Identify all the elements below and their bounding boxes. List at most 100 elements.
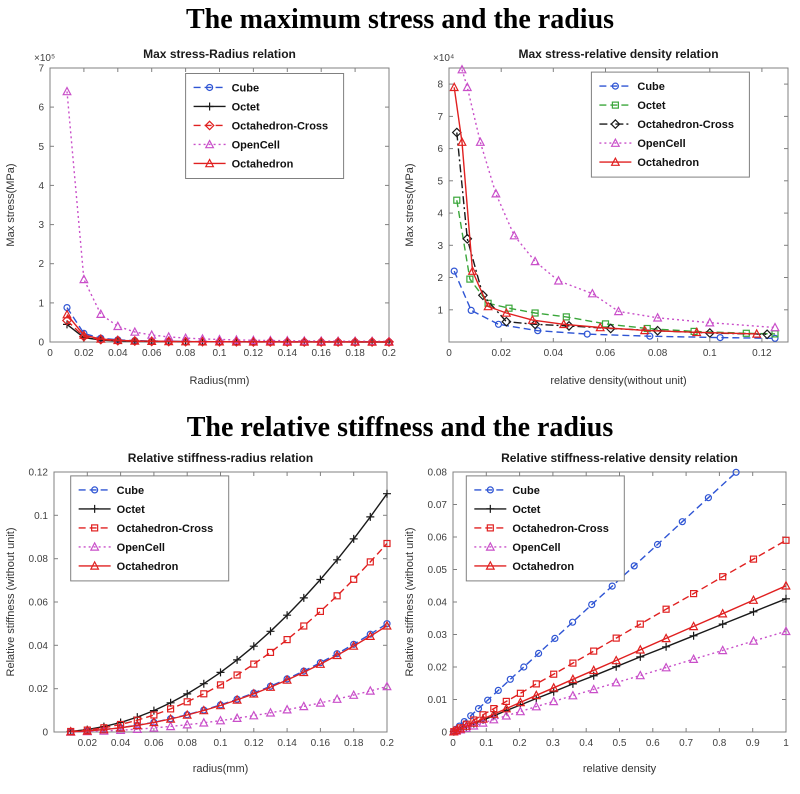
svg-text:0.02: 0.02 (491, 348, 511, 359)
svg-text:Octahedron: Octahedron (117, 561, 179, 573)
svg-text:0: 0 (42, 728, 48, 739)
svg-text:0.02: 0.02 (78, 738, 98, 749)
svg-text:1: 1 (783, 738, 789, 749)
svg-text:0.1: 0.1 (213, 348, 227, 359)
svg-text:0: 0 (38, 338, 44, 349)
svg-text:7: 7 (437, 112, 443, 123)
svg-text:OpenCell: OpenCell (232, 139, 280, 151)
svg-text:Octahedron-Cross: Octahedron-Cross (512, 523, 609, 535)
svg-text:0.03: 0.03 (428, 630, 448, 641)
svg-text:0.07: 0.07 (428, 500, 448, 511)
charts-row-stress: 0 0.02 0.04 0.06 0.08 0.1 0.12 0.14 0.16 0.18 0.2 0… (0, 38, 800, 390)
svg-text:Octet: Octet (232, 101, 260, 113)
svg-text:0.02: 0.02 (29, 684, 49, 695)
svg-text:5: 5 (38, 142, 44, 153)
svg-text:0.1: 0.1 (703, 348, 717, 359)
svg-text:OpenCell: OpenCell (117, 542, 165, 554)
svg-text:Cube: Cube (637, 81, 665, 93)
section-title-relative-stiffness: The relative stiffness and the radius (186, 412, 614, 443)
svg-text:7: 7 (38, 64, 44, 75)
svg-text:Max stress(MPa): Max stress(MPa) (5, 163, 17, 246)
svg-text:Max stress(MPa): Max stress(MPa) (404, 163, 416, 246)
svg-text:0.5: 0.5 (613, 738, 627, 749)
svg-text:Octahedron-Cross: Octahedron-Cross (637, 119, 734, 131)
svg-text:0.9: 0.9 (746, 738, 760, 749)
svg-text:0.14: 0.14 (278, 348, 298, 359)
svg-text:0: 0 (450, 738, 456, 749)
svg-text:Max stress-relative density re: Max stress-relative density relation (518, 47, 718, 61)
svg-text:0.06: 0.06 (142, 348, 162, 359)
svg-text:0.06: 0.06 (144, 738, 164, 749)
svg-text:Cube: Cube (117, 485, 144, 497)
svg-text:Relative stiffness (without un: Relative stiffness (without unit) (404, 528, 416, 677)
svg-text:0.8: 0.8 (712, 738, 726, 749)
svg-text:Octahedron: Octahedron (512, 561, 574, 573)
svg-text:0.2: 0.2 (380, 738, 394, 749)
svg-text:0.01: 0.01 (428, 695, 448, 706)
svg-text:0.08: 0.08 (177, 738, 197, 749)
svg-text:5: 5 (437, 176, 443, 187)
svg-text:Octahedron: Octahedron (232, 158, 294, 170)
svg-text:Cube: Cube (512, 485, 540, 497)
svg-text:Relative stiffness (without un: Relative stiffness (without unit) (5, 528, 17, 677)
svg-text:0.04: 0.04 (544, 348, 564, 359)
svg-text:0.04: 0.04 (428, 598, 448, 609)
svg-text:1: 1 (38, 298, 44, 309)
svg-text:0.02: 0.02 (428, 663, 448, 674)
svg-text:6: 6 (38, 103, 44, 114)
svg-text:4: 4 (38, 181, 44, 192)
svg-text:Radius(mm): Radius(mm) (190, 375, 250, 387)
svg-text:0.04: 0.04 (108, 348, 128, 359)
svg-text:0.08: 0.08 (29, 554, 49, 565)
svg-text:Relative stiffness-radius rela: Relative stiffness-radius relation (128, 451, 313, 465)
section-title-max-stress: The maximum stress and the radius (185, 4, 615, 35)
svg-text:0.08: 0.08 (428, 468, 448, 479)
svg-text:Max stress-Radius relation: Max stress-Radius relation (143, 47, 296, 61)
svg-text:0: 0 (47, 348, 53, 359)
svg-text:relative density(without unit): relative density(without unit) (550, 375, 686, 387)
svg-text:1: 1 (437, 305, 443, 316)
svg-text:Octahedron-Cross: Octahedron-Cross (232, 120, 329, 132)
svg-text:0.18: 0.18 (344, 738, 364, 749)
svg-text:3: 3 (38, 220, 44, 231)
svg-text:radius(mm): radius(mm) (193, 763, 249, 775)
svg-text:0.1: 0.1 (214, 738, 228, 749)
figure-root: The maximum stress and the radius 0 0.02 0… (0, 4, 800, 778)
svg-text:0.08: 0.08 (648, 348, 668, 359)
svg-text:Octet: Octet (117, 504, 145, 516)
svg-text:0.16: 0.16 (311, 738, 331, 749)
charts-row-stiffness: 0.02 0.04 0.06 0.08 0.1 0.12 0.14 0.16 0.18 0.2 0 0… (0, 446, 800, 778)
svg-text:Octahedron: Octahedron (637, 157, 699, 169)
chart-relative-stiffness-relative-density: 0 0.1 0.2 0.3 0.4 0.5 0.6 0.7 0.8 0.9 1 0 0.01 0.02 0.… (404, 451, 791, 775)
svg-text:0.4: 0.4 (579, 738, 593, 749)
svg-text:2: 2 (38, 259, 44, 270)
svg-text:OpenCell: OpenCell (512, 542, 560, 554)
svg-text:0.08: 0.08 (176, 348, 196, 359)
svg-text:0.06: 0.06 (428, 533, 448, 544)
svg-text:0.02: 0.02 (74, 348, 94, 359)
svg-text:0.12: 0.12 (29, 468, 49, 479)
svg-text:6: 6 (437, 144, 443, 155)
svg-text:Relative stiffness-relative de: Relative stiffness-relative density rela… (501, 451, 738, 465)
svg-text:0.12: 0.12 (752, 348, 772, 359)
svg-text:0.05: 0.05 (428, 565, 448, 576)
svg-text:0.12: 0.12 (244, 348, 264, 359)
svg-text:0.3: 0.3 (546, 738, 560, 749)
svg-text:0.2: 0.2 (513, 738, 527, 749)
svg-text:0: 0 (446, 348, 452, 359)
svg-text:0.04: 0.04 (111, 738, 131, 749)
svg-text:relative density: relative density (583, 763, 657, 775)
chart-max-stress-radius: 0 0.02 0.04 0.06 0.08 0.1 0.12 0.14 0.16 0.18 0.2 0… (5, 47, 396, 387)
svg-text:0.16: 0.16 (311, 348, 331, 359)
svg-text:4: 4 (437, 209, 443, 220)
svg-text:×10⁵: ×10⁵ (34, 53, 55, 64)
svg-text:Octet: Octet (637, 100, 665, 112)
svg-text:0.2: 0.2 (382, 348, 396, 359)
svg-text:0.7: 0.7 (679, 738, 693, 749)
svg-text:0.14: 0.14 (277, 738, 297, 749)
svg-text:0.1: 0.1 (34, 511, 48, 522)
svg-text:0.18: 0.18 (345, 348, 365, 359)
svg-text:Octet: Octet (512, 504, 540, 516)
svg-text:0.06: 0.06 (596, 348, 616, 359)
svg-text:0.12: 0.12 (244, 738, 264, 749)
